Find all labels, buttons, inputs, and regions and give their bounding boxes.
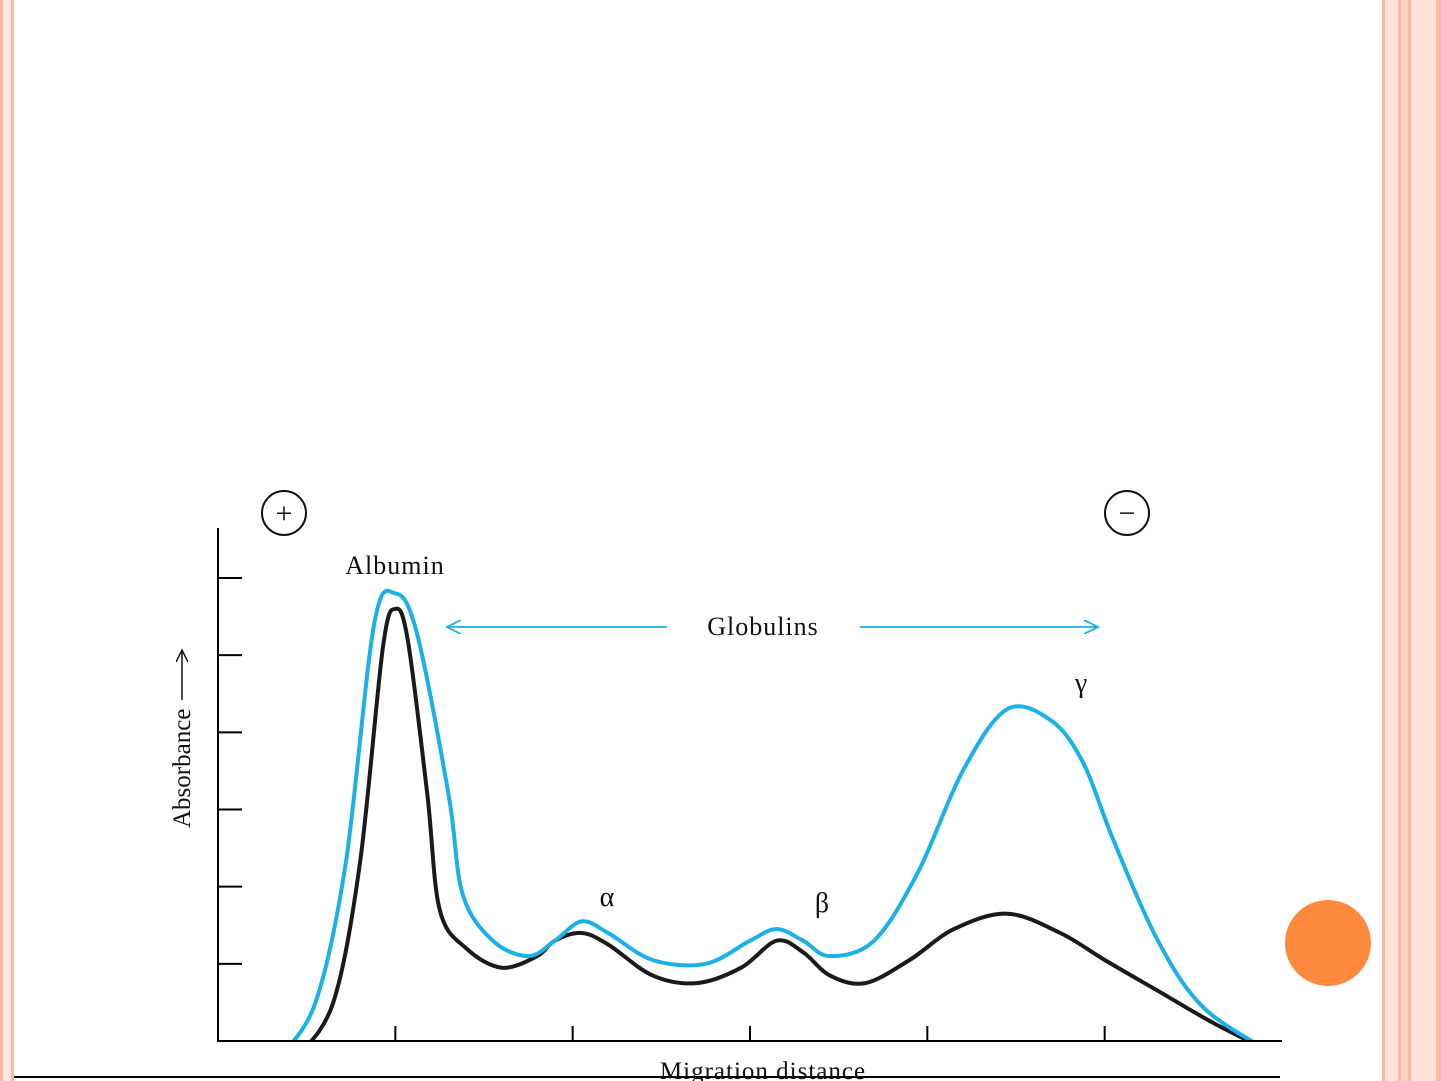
positive-electrode: + — [261, 490, 307, 536]
normal-serum-curve — [309, 606, 1252, 1040]
elevated-serum-curve — [291, 588, 1254, 1040]
gamma-label: γ — [1074, 668, 1087, 699]
beta-label: β — [815, 888, 829, 919]
y-axis-label: Absorbance — [169, 709, 196, 828]
negative-electrode-circle — [1104, 490, 1150, 536]
alpha-label: α — [600, 882, 615, 913]
positive-electrode-circle — [261, 490, 307, 536]
negative-electrode-symbol: − — [1119, 497, 1136, 530]
globulins-range: Globulins — [447, 612, 1098, 641]
albumin-label: Albumin — [345, 551, 444, 580]
negative-electrode: − — [1104, 490, 1150, 536]
positive-electrode-symbol: + — [276, 497, 293, 530]
slide-frame-left — [0, 0, 14, 1081]
y-axis-label-group: Absorbance — [169, 650, 196, 828]
globulins-label: Globulins — [707, 612, 819, 641]
chart-axes — [217, 528, 1282, 1042]
slide-frame-right — [1378, 0, 1441, 1081]
x-axis-label: Migration distance — [660, 1058, 866, 1081]
series-layer — [291, 588, 1254, 1040]
bottom-rule — [14, 1076, 1280, 1078]
orange-circle-decoration — [1285, 900, 1371, 986]
